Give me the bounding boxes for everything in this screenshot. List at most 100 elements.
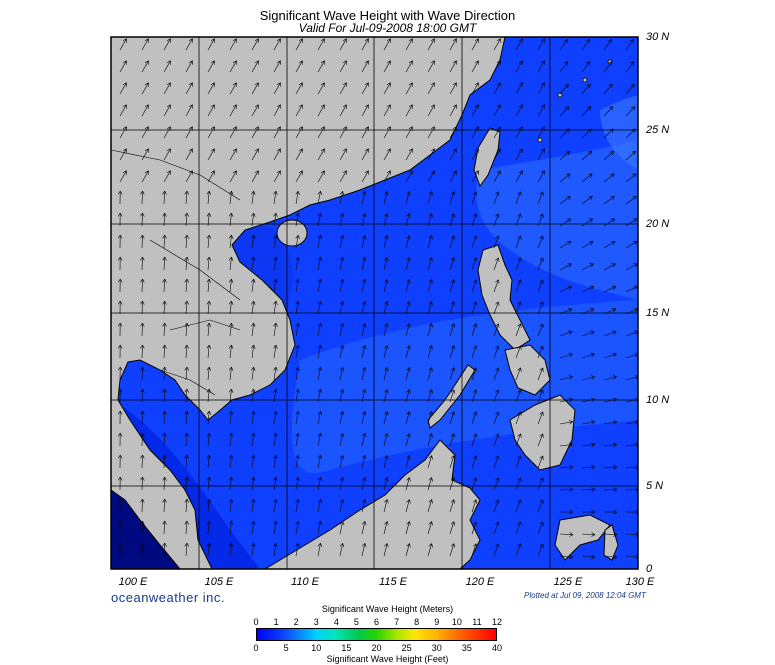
wave-arrow	[339, 257, 343, 271]
wave-arrow-head	[613, 286, 616, 290]
wave-arrow-head	[635, 263, 638, 268]
wave-arrow-head	[184, 256, 188, 261]
wave-arrow-head	[586, 83, 591, 86]
wave-arrow-head	[591, 511, 596, 515]
wave-arrow-head	[431, 433, 433, 438]
wave-arrow	[295, 499, 299, 513]
wave-arrow-head	[475, 235, 478, 240]
wave-arrow-head	[231, 454, 234, 459]
wave-arrow	[559, 398, 573, 403]
wave-arrow	[603, 128, 614, 139]
wave-arrow-head	[273, 366, 277, 371]
wave-arrow-head	[384, 213, 388, 217]
wave-arrow-head	[591, 532, 596, 535]
wave-arrow-head	[431, 301, 433, 306]
wave-arrow-head	[297, 345, 300, 350]
wave-arrow-head	[298, 170, 303, 173]
wave-arrow-head	[144, 126, 149, 129]
wave-arrow-head	[140, 476, 143, 481]
wave-arrow-head	[428, 367, 432, 371]
wave-arrow-head	[142, 190, 145, 195]
wave-arrow-head	[386, 82, 391, 85]
wave-arrow	[251, 367, 254, 381]
wave-arrow	[295, 543, 299, 557]
legend-feet-tick: 25	[401, 643, 412, 653]
wave-arrow-head	[142, 256, 145, 261]
wave-arrow-head	[518, 82, 523, 85]
wave-arrow-head	[633, 84, 635, 89]
wave-arrow	[251, 170, 259, 183]
wave-arrow-head	[162, 520, 165, 525]
wave-arrow	[361, 104, 369, 117]
wave-arrow-head	[635, 399, 638, 403]
wave-arrow-head	[320, 38, 325, 41]
wave-arrow-head	[276, 60, 281, 63]
wave-arrow-head	[520, 257, 522, 262]
wave-arrow-head	[568, 241, 572, 245]
wave-arrow-head	[186, 542, 189, 547]
wave-arrow-head	[206, 278, 210, 283]
wave-arrow-head	[164, 542, 167, 547]
wave-arrow-head	[140, 278, 143, 283]
wave-arrow-head	[162, 454, 165, 459]
wave-arrow-head	[140, 520, 143, 525]
wave-arrow-head	[273, 432, 277, 437]
ryukyu-island	[557, 92, 563, 98]
wave-arrow-head	[453, 257, 456, 262]
wave-arrow-head	[496, 126, 501, 129]
wave-arrow-head	[569, 308, 573, 313]
wave-arrow-head	[384, 389, 388, 393]
wave-arrow	[625, 241, 638, 249]
wave-arrow-head	[591, 331, 595, 335]
wave-arrow-head	[140, 432, 143, 437]
wave-arrow-head	[186, 344, 189, 349]
wave-arrow-head	[140, 454, 143, 459]
wave-arrow-head	[164, 344, 167, 349]
wave-arrow	[273, 455, 277, 469]
wave-arrow	[361, 126, 369, 139]
wave-arrow-head	[564, 83, 569, 86]
legend-feet-tick: 40	[491, 643, 502, 653]
wave-arrow-head	[297, 301, 300, 306]
wave-arrow-head	[613, 398, 617, 403]
wave-arrow-head	[386, 301, 389, 306]
wave-arrow-head	[119, 520, 123, 525]
wave-arrow-head	[342, 148, 347, 151]
wave-arrow	[207, 455, 210, 469]
wave-arrow-head	[517, 411, 521, 415]
lon-label: 125 E	[553, 576, 583, 588]
wave-arrow-head	[188, 126, 193, 129]
wave-arrow	[405, 367, 410, 381]
wave-arrow-head	[210, 38, 215, 41]
wave-arrow-head	[119, 542, 123, 547]
wave-arrow-head	[188, 60, 193, 63]
wave-arrow	[427, 60, 435, 73]
wave-arrow-head	[342, 126, 347, 129]
wave-arrow-head	[364, 433, 367, 438]
wave-arrow-head	[612, 397, 617, 400]
wave-arrow-head	[164, 432, 167, 437]
wave-arrow-head	[208, 454, 212, 459]
wave-arrow-head	[364, 389, 367, 394]
wave-arrow-head	[472, 213, 477, 217]
wave-arrow-head	[184, 190, 188, 195]
wave-arrow-head	[364, 38, 369, 41]
wave-arrow-head	[119, 498, 123, 503]
wave-arrow-head	[409, 191, 411, 196]
wave-arrow-head	[208, 476, 212, 481]
wave-arrow-head	[568, 375, 573, 377]
wave-arrow-head	[297, 499, 300, 504]
wave-arrow-head	[569, 398, 573, 403]
wave-arrow-head	[591, 286, 594, 290]
wave-arrow-head	[585, 39, 590, 42]
wave-arrow-head	[254, 82, 259, 85]
wave-arrow	[449, 367, 455, 381]
wave-arrow-head	[320, 521, 323, 526]
wave-arrow-head	[228, 300, 232, 305]
wave-arrow	[339, 126, 347, 139]
wave-arrow	[361, 148, 369, 161]
wave-arrow-head	[428, 279, 432, 283]
wave-arrow-head	[276, 170, 281, 173]
wave-arrow-head	[612, 196, 615, 201]
wave-arrow	[273, 301, 277, 315]
